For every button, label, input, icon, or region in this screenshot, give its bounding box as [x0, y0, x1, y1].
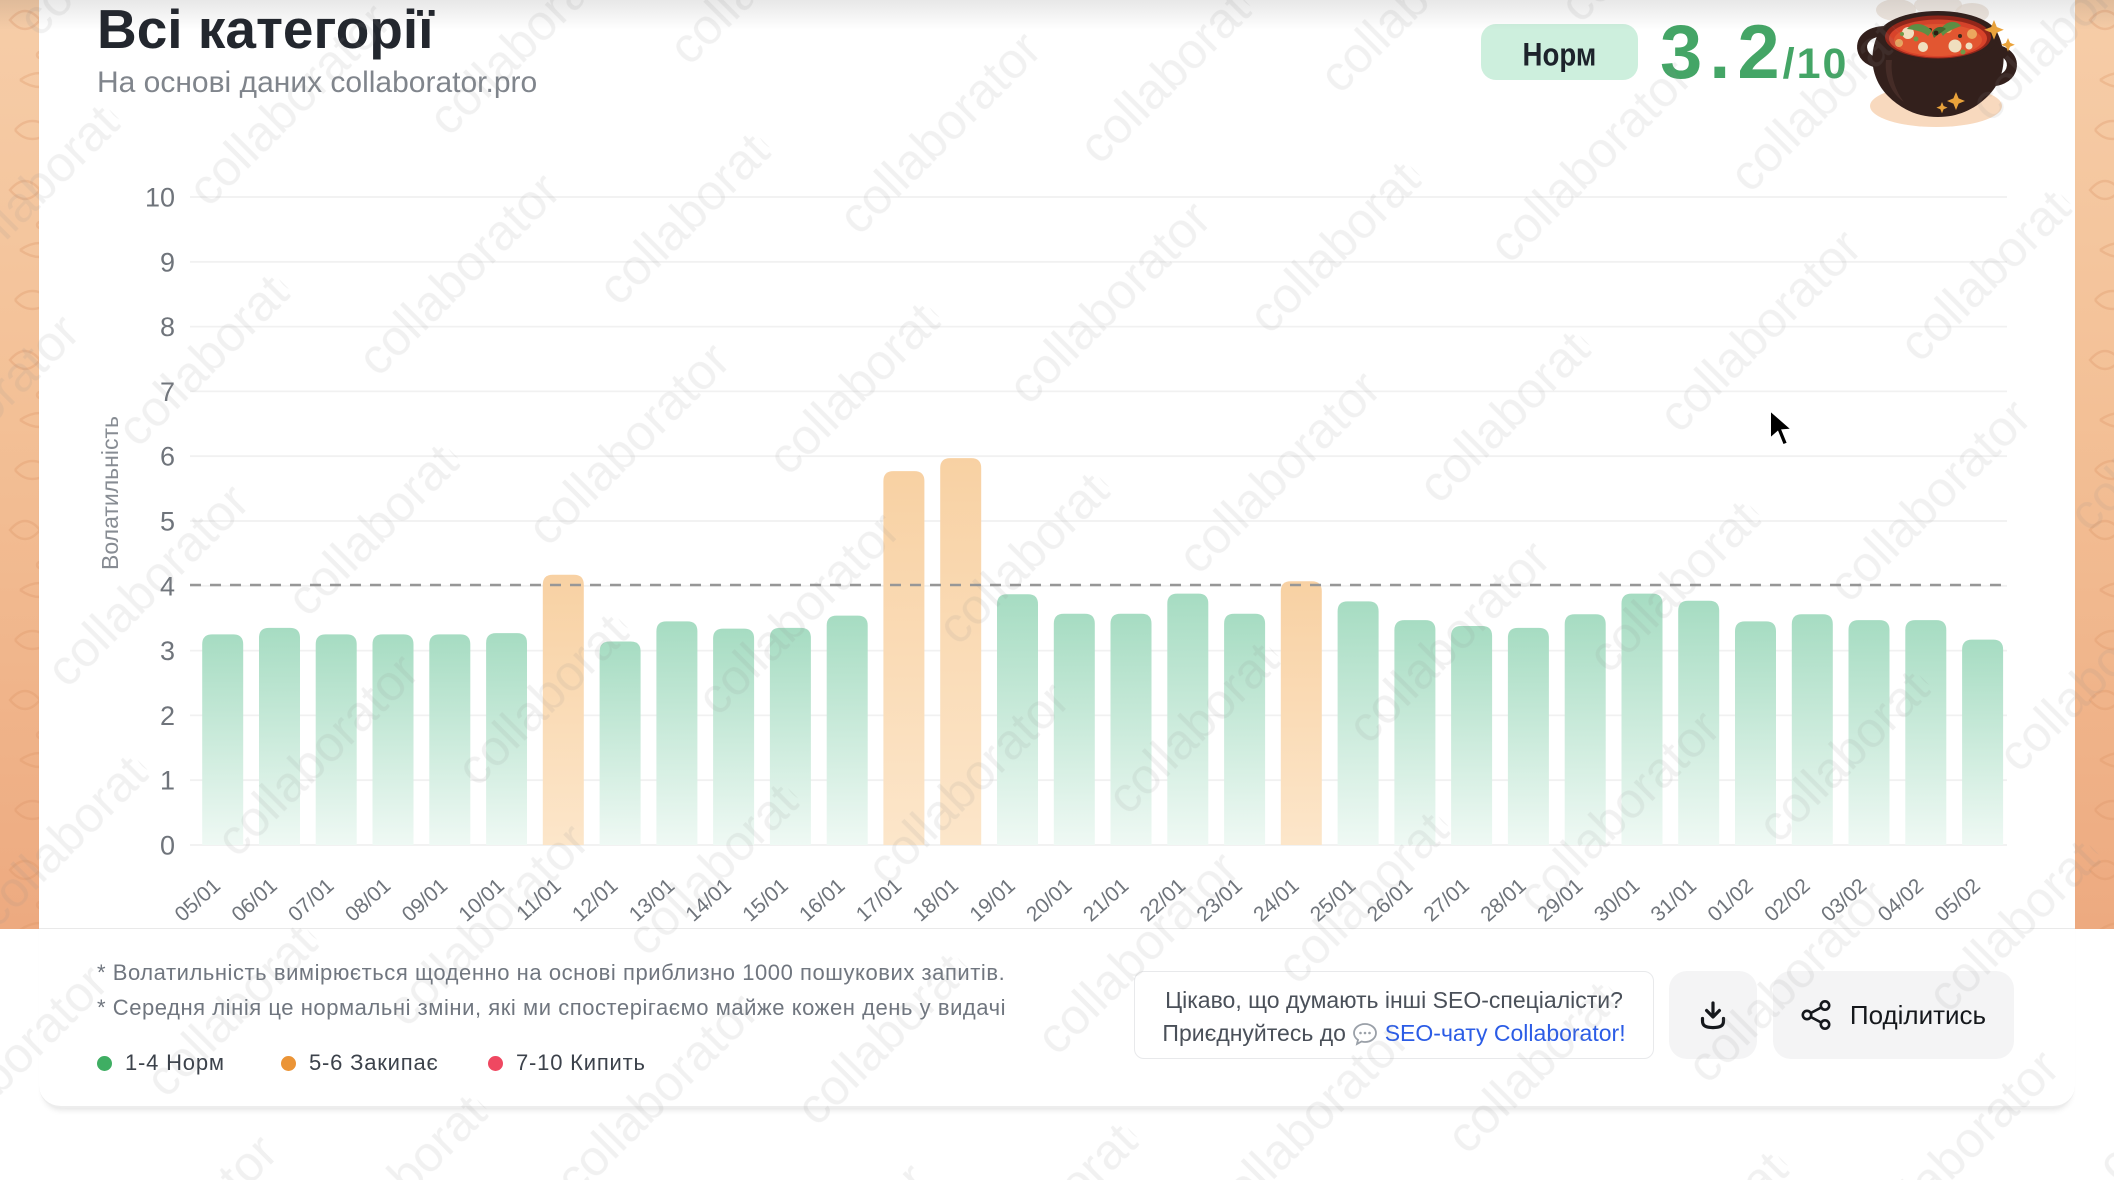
svg-text:19/01: 19/01	[965, 874, 1019, 926]
svg-text:Волатильність: Волатильність	[97, 416, 123, 570]
svg-text:05/02: 05/02	[1930, 874, 1984, 926]
svg-text:30/01: 30/01	[1590, 874, 1644, 926]
svg-text:5: 5	[160, 507, 175, 537]
svg-text:24/01: 24/01	[1249, 874, 1303, 926]
svg-text:14/01: 14/01	[681, 874, 735, 926]
svg-text:7: 7	[160, 377, 175, 407]
svg-text:25/01: 25/01	[1306, 874, 1360, 926]
svg-text:17/01: 17/01	[852, 874, 906, 926]
svg-text:29/01: 29/01	[1533, 874, 1587, 926]
svg-text:1: 1	[160, 766, 175, 796]
svg-text:23/01: 23/01	[1192, 874, 1246, 926]
svg-text:15/01: 15/01	[738, 874, 792, 926]
svg-text:20/01: 20/01	[1022, 874, 1076, 926]
svg-text:2: 2	[160, 701, 175, 731]
svg-text:01/02: 01/02	[1703, 874, 1757, 926]
svg-text:03/02: 03/02	[1817, 874, 1871, 926]
svg-text:6: 6	[160, 442, 175, 472]
svg-text:12/01: 12/01	[568, 874, 622, 926]
svg-text:26/01: 26/01	[1363, 874, 1417, 926]
svg-text:18/01: 18/01	[909, 874, 963, 926]
svg-text:08/01: 08/01	[341, 874, 395, 926]
svg-text:10: 10	[145, 183, 175, 213]
svg-text:10/01: 10/01	[454, 874, 508, 926]
svg-text:16/01: 16/01	[795, 874, 849, 926]
svg-text:9: 9	[160, 247, 175, 277]
svg-text:28/01: 28/01	[1476, 874, 1530, 926]
svg-text:27/01: 27/01	[1419, 874, 1473, 926]
svg-text:13/01: 13/01	[625, 874, 679, 926]
svg-text:02/02: 02/02	[1760, 874, 1814, 926]
svg-text:3: 3	[160, 636, 175, 666]
svg-text:06/01: 06/01	[227, 874, 281, 926]
svg-text:07/01: 07/01	[284, 874, 338, 926]
svg-text:04/02: 04/02	[1874, 874, 1928, 926]
svg-text:31/01: 31/01	[1647, 874, 1701, 926]
svg-text:11/01: 11/01	[512, 874, 565, 925]
svg-text:4: 4	[160, 571, 175, 601]
svg-text:05/01: 05/01	[171, 874, 225, 926]
svg-text:8: 8	[160, 312, 175, 342]
svg-text:0: 0	[160, 831, 175, 861]
svg-text:22/01: 22/01	[1136, 874, 1190, 926]
svg-text:21/01: 21/01	[1079, 874, 1133, 926]
svg-text:09/01: 09/01	[398, 874, 452, 926]
